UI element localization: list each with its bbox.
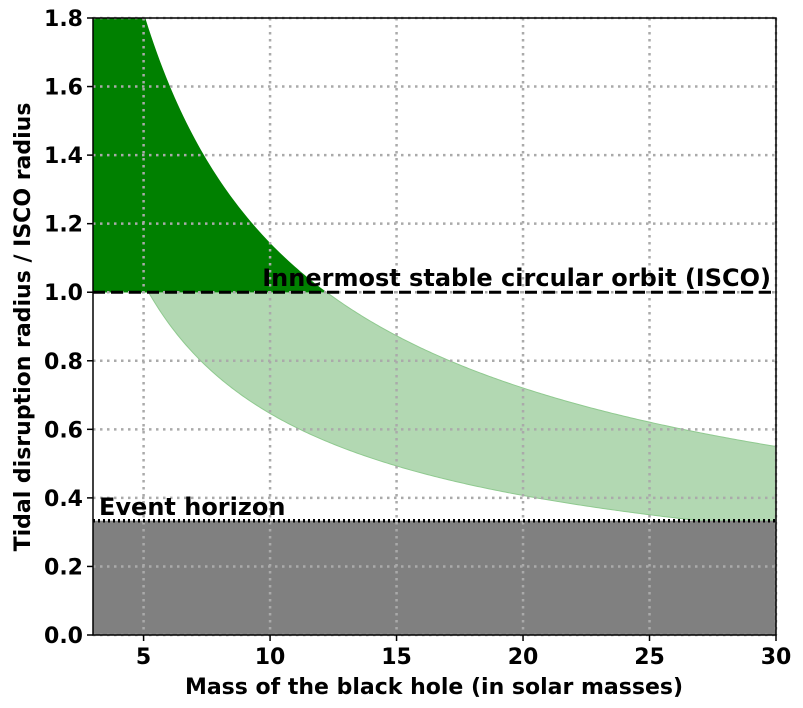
band-layer [93,18,776,635]
y-tick-label: 0.6 [44,418,83,443]
x-tick-label: 25 [634,645,665,670]
x-tick-label: 10 [255,645,286,670]
y-tick-label: 0.2 [44,555,83,580]
y-tick-label: 0.4 [44,487,83,512]
y-tick-label: 0.8 [44,350,83,375]
band-above-isco [93,18,327,293]
event-horizon-region [93,520,776,635]
x-tick-label: 30 [761,645,792,670]
x-axis-label: Mass of the black hole (in solar masses) [185,675,683,700]
y-axis-label: Tidal disruption radius / ISCO radius [11,103,36,552]
isco-annotation: Innermost stable circular orbit (ISCO) [262,264,771,292]
y-tick-label: 1.4 [44,144,83,169]
event-horizon-annotation: Event horizon [99,493,285,521]
y-tick-label: 0.0 [44,624,83,649]
y-tick-label: 1.2 [44,213,83,238]
tick-labels: 5 10 15 20 25 30 0.0 0.2 0.4 0.6 0.8 1.0 1.2 1.4 1.6 1.… [44,7,791,670]
y-tick-label: 1.8 [44,7,83,32]
x-tick-label: 20 [508,645,539,670]
y-tick-label: 1.0 [44,281,83,306]
plot-area [92,16,778,637]
x-tick-label: 5 [136,645,151,670]
x-tick-label: 15 [381,645,412,670]
axes-frame [92,17,777,636]
y-tick-label: 1.6 [44,76,83,101]
